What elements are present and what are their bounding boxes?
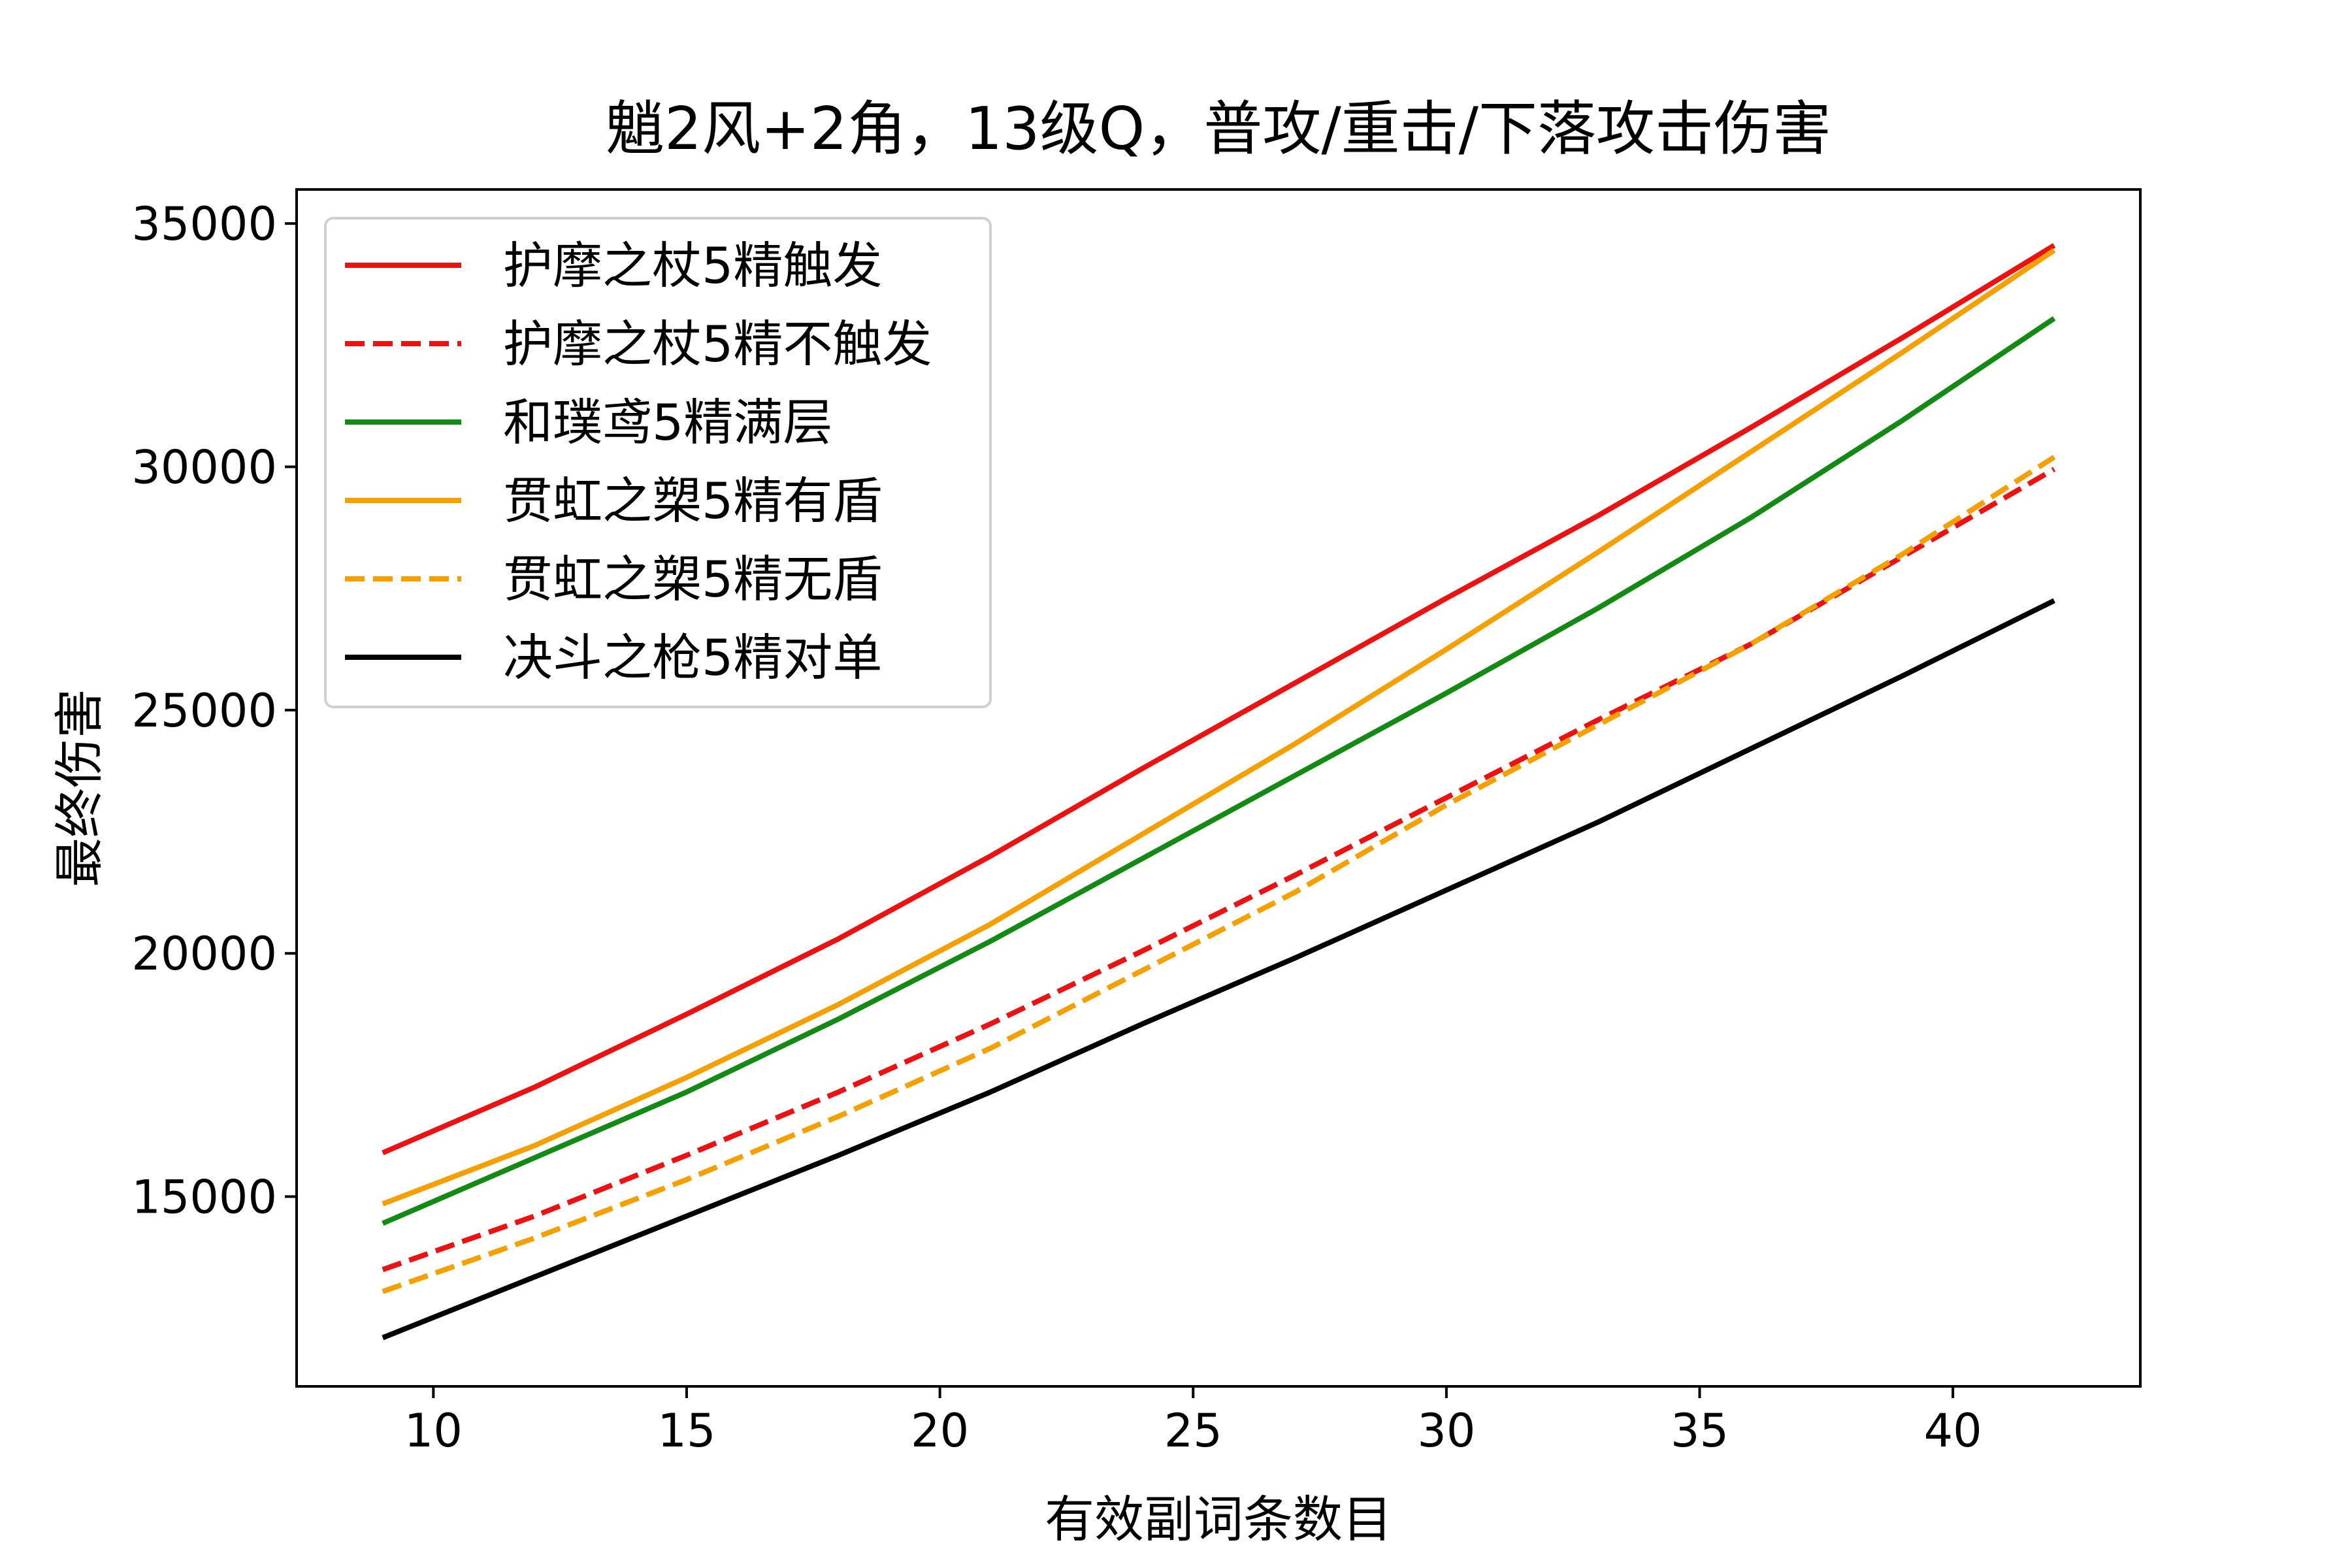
legend-label: 护摩之杖5精触发 (503, 237, 882, 295)
y-tick-label: 30000 (131, 440, 277, 494)
y-tick-label: 15000 (131, 1171, 277, 1224)
plot-border (295, 188, 2142, 1388)
legend-items: 护摩之杖5精触发护摩之杖5精不触发和璞鸢5精满层贯虹之槊5精有盾贯虹之槊5精无盾… (345, 237, 932, 687)
legend-label: 护摩之杖5精不触发 (503, 315, 932, 373)
legend-label: 贯虹之槊5精有盾 (503, 472, 882, 530)
x-axis-label: 有效副词条数目 (1045, 1490, 1392, 1548)
series-line-6 (382, 598, 2055, 1341)
legend-label: 和璞鸢5精满层 (503, 393, 832, 451)
x-tick-label: 35 (1671, 1404, 1729, 1458)
series-layer (382, 243, 2056, 1341)
y-tick-label: 25000 (131, 684, 277, 738)
legend-label: 贯虹之槊5精无盾 (503, 550, 882, 608)
x-axis: 10 15 20 25 30 35 40 (404, 1386, 1982, 1458)
x-tick-label: 10 (404, 1404, 463, 1458)
y-axis: 15000 20000 25000 30000 35000 (131, 197, 297, 1224)
y-tick-label: 20000 (131, 927, 277, 981)
legend: 护摩之杖5精触发护摩之杖5精不触发和璞鸢5精满层贯虹之槊5精有盾贯虹之槊5精无盾… (324, 217, 992, 708)
x-tick-label: 40 (1924, 1404, 1982, 1458)
x-tick-label: 30 (1417, 1404, 1475, 1458)
legend-box (324, 217, 992, 708)
series-line-4 (382, 248, 2056, 1207)
series-line-2 (382, 466, 2056, 1273)
y-tick-label: 35000 (131, 197, 277, 251)
x-tick-label: 20 (911, 1404, 969, 1458)
legend-label: 决斗之枪5精对单 (503, 629, 882, 687)
series-line-5 (382, 455, 2056, 1294)
x-tick-label: 25 (1164, 1404, 1222, 1458)
x-tick-label: 15 (657, 1404, 715, 1458)
series-line-3 (382, 316, 2056, 1226)
series-line-1 (382, 243, 2056, 1156)
y-axis-label: 最终伤害 (50, 689, 108, 887)
chart-title: 魈2风+2角，13级Q，普攻/重击/下落攻击伤害 (606, 95, 1831, 163)
